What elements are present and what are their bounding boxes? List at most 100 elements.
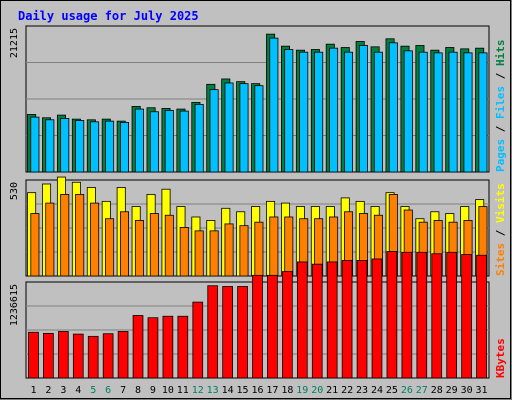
day-label: 3 xyxy=(60,385,66,396)
bar-files-day-8 xyxy=(134,108,144,173)
bar-kbytes-day-26 xyxy=(401,251,413,379)
bar-files-day-22 xyxy=(344,51,354,173)
bar-kbytes-day-16 xyxy=(252,274,263,379)
bar-files-day-12 xyxy=(194,104,204,173)
panel-legend-visits_sites: Sites / Visits xyxy=(494,183,507,276)
bar-sites-day-4 xyxy=(75,194,85,277)
bar-files-day-1 xyxy=(30,116,40,173)
day-label: 11 xyxy=(177,385,189,396)
day-label: 20 xyxy=(311,385,323,396)
bar-sites-day-9 xyxy=(149,213,159,277)
bar-kbytes-day-22 xyxy=(341,260,353,379)
panel-max-label: 530 xyxy=(9,182,20,200)
legend-part: / xyxy=(494,66,507,86)
bar-sites-day-7 xyxy=(119,211,129,277)
bar-sites-day-6 xyxy=(105,218,115,277)
bar-kbytes-day-6 xyxy=(102,333,114,379)
bar-files-day-4 xyxy=(75,120,85,173)
legend-part: / xyxy=(494,119,507,139)
panel-max-label: 1236615 xyxy=(9,284,20,326)
legend-part: Files xyxy=(494,86,507,119)
legend-part: KBytes xyxy=(494,338,507,378)
bar-files-day-25 xyxy=(388,42,398,173)
bar-kbytes-day-21 xyxy=(326,261,338,379)
day-label: 14 xyxy=(222,385,234,396)
bar-kbytes-day-10 xyxy=(162,315,174,379)
bar-kbytes-day-23 xyxy=(356,260,368,379)
bar-kbytes-day-7 xyxy=(117,331,129,379)
panel-kbytes: 1236615 KBytes xyxy=(9,251,507,379)
day-label: 21 xyxy=(326,385,338,396)
bar-kbytes-day-19 xyxy=(296,261,308,379)
bar-files-day-5 xyxy=(90,121,100,173)
day-label: 19 xyxy=(296,385,308,396)
bar-sites-day-18 xyxy=(284,216,294,277)
day-label: 8 xyxy=(135,385,141,396)
bar-kbytes-day-12 xyxy=(192,301,204,379)
bar-sites-day-1 xyxy=(30,213,40,277)
day-label: 2 xyxy=(45,385,51,396)
day-label: 18 xyxy=(281,385,293,396)
bar-kbytes-day-4 xyxy=(72,333,84,379)
bar-kbytes-day-30 xyxy=(461,254,472,379)
bar-sites-day-12 xyxy=(194,230,204,277)
bar-sites-day-3 xyxy=(60,194,70,277)
bar-sites-day-13 xyxy=(209,230,219,277)
bar-files-day-27 xyxy=(418,51,428,173)
day-label: 5 xyxy=(90,385,96,396)
bar-kbytes-day-17 xyxy=(267,274,278,379)
day-labels-group: 1 2 3 4 5 6 7 8 9 10 11 12 13 14 15 16 17 18 19 20 21 22 23 24 2… xyxy=(30,385,487,396)
day-label: 4 xyxy=(75,385,81,396)
bar-files-day-10 xyxy=(164,110,174,173)
bar-sites-day-11 xyxy=(179,226,189,277)
bar-files-day-29 xyxy=(448,51,458,173)
day-label: 31 xyxy=(476,385,488,396)
day-label: 15 xyxy=(237,385,249,396)
legend-part: Sites xyxy=(494,243,507,276)
day-label: 10 xyxy=(162,385,174,396)
bar-files-day-30 xyxy=(463,52,473,173)
bar-kbytes-day-27 xyxy=(416,251,428,379)
bar-kbytes-day-2 xyxy=(43,332,54,379)
day-label: 30 xyxy=(461,385,473,396)
day-label: 12 xyxy=(192,385,204,396)
panel-max-label: 21215 xyxy=(9,28,20,58)
bar-files-day-19 xyxy=(299,51,309,173)
day-label: 9 xyxy=(150,385,156,396)
bar-files-day-23 xyxy=(358,45,368,173)
day-label: 23 xyxy=(356,385,368,396)
bar-files-day-16 xyxy=(254,85,264,173)
day-label: 27 xyxy=(416,385,428,396)
day-label: 16 xyxy=(251,385,263,396)
bar-sites-day-5 xyxy=(90,202,100,277)
bar-kbytes-day-24 xyxy=(371,258,383,379)
bar-kbytes-day-20 xyxy=(311,263,323,379)
bar-kbytes-day-28 xyxy=(431,253,443,379)
bar-kbytes-day-5 xyxy=(87,335,99,379)
bar-sites-day-2 xyxy=(45,202,55,277)
panel-legend-hits_files_pages: Pages / Files / Hits xyxy=(494,40,507,173)
bar-files-day-24 xyxy=(373,51,383,173)
legend-part: Pages xyxy=(494,139,507,172)
bar-files-day-11 xyxy=(179,110,189,173)
panel-legend-kbytes: KBytes xyxy=(494,338,507,378)
bar-kbytes-day-29 xyxy=(446,251,457,379)
bar-files-day-7 xyxy=(119,122,129,173)
panels-group: 21215 Pages / Files / Hits 530 Sites / Visi… xyxy=(9,25,507,379)
bar-files-day-13 xyxy=(209,89,219,173)
bar-kbytes-day-31 xyxy=(476,254,487,379)
day-label: 7 xyxy=(120,385,126,396)
bar-kbytes-day-13 xyxy=(207,285,219,379)
bar-sites-day-10 xyxy=(164,214,174,277)
day-label: 25 xyxy=(386,385,398,396)
bar-files-day-9 xyxy=(149,111,159,173)
bar-files-day-21 xyxy=(329,47,339,173)
bar-files-day-14 xyxy=(224,82,234,173)
bar-files-day-15 xyxy=(239,83,249,173)
day-label: 17 xyxy=(266,385,278,396)
bar-kbytes-day-9 xyxy=(147,317,159,379)
bar-files-day-20 xyxy=(314,51,324,173)
bar-sites-day-14 xyxy=(224,223,234,277)
